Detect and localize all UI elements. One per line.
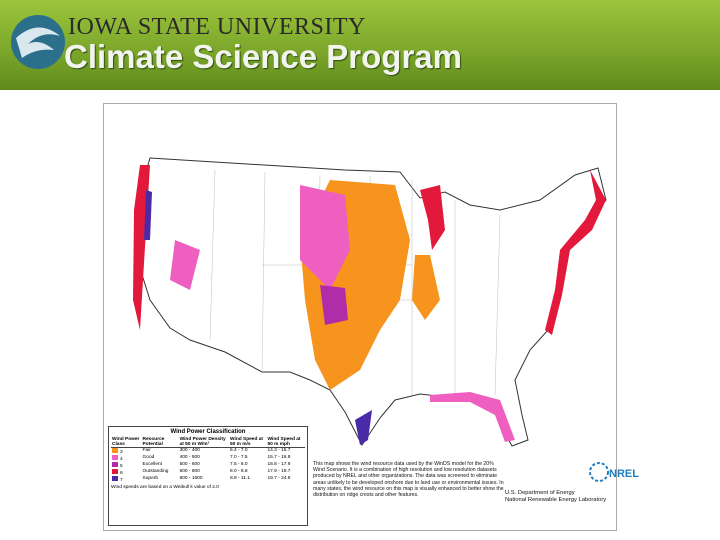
wind-area [300,185,350,290]
wind-area [545,170,606,335]
legend-cell: Fair [142,448,179,456]
legend-cell-text: 300 - 400 [179,448,200,453]
legend-footnote: Wind speeds are based on a Weibull k val… [111,485,219,490]
header-banner: IOWA STATE UNIVERSITY Climate Science Pr… [0,0,720,90]
legend-cell: Good [142,455,179,462]
wind-area [430,392,515,442]
legend-cell-text: 4 [120,457,123,462]
wind-area [320,285,348,325]
university-name: IOWA STATE UNIVERSITY [68,14,366,40]
legend-cell: 500 - 600 [179,462,229,469]
legend-cell-text: 500 - 600 [179,462,200,467]
legend-cell-text: Good [142,455,155,460]
legend-cell-text: 3 [120,450,123,455]
agency-name: U.S. Department of Energy [505,490,575,496]
legend-column-header: Resource Potential [141,437,179,448]
legend-column-header: Wind Power Density at 50 m W/m² [178,437,229,448]
legend-cell: 5 [111,462,142,469]
legend-cell: 7 [111,476,142,483]
legend-swatch [112,469,118,474]
legend-column-header: Wind Speed at 50 m m/s [229,437,267,448]
legend-cell: 4 [111,455,142,462]
legend-cell-text: 5 [120,464,123,469]
legend-row: 7 Superb 800 - 1600 8.8 - 11.1 19.7 - 24.8 [111,476,305,483]
legend-header: Wind Power Class Resource Potential Wind P… [111,437,305,448]
legend-table: Wind Power Class Resource Potential Wind P… [111,437,305,483]
legend-cell: 600 - 800 [179,469,229,476]
legend-row: 5 Excellent 500 - 600 7.5 - 8.0 16.8 - 17.9 [111,462,305,469]
legend-cell: 8.8 - 11.1 [229,476,267,483]
nrel-sun [589,462,609,482]
legend-cell: 8.0 - 8.8 [229,469,267,476]
legend-row: 3 Fair 300 - 400 6.4 - 7.0 14.3 - 15.7 [111,448,306,456]
legend-cell-text: 7.0 - 7.5 [230,455,248,460]
legend-cell-text: 8.8 - 11.1 [230,476,250,481]
legend-cell: 15.7 - 16.8 [267,455,306,462]
legend-column-header: Wind Power Class [111,437,142,448]
legend-cell: 400 - 500 [179,455,229,462]
legend: Wind Power Classification Wind Power Cla… [108,426,308,526]
legend-swatch [112,455,118,460]
legend-swatch [112,476,118,481]
legend-cell-text: Excellent [142,462,163,467]
legend-cell: 19.7 - 24.8 [267,476,306,483]
wind-area [420,185,445,250]
program-name: Climate Science Program [64,38,462,75]
legend-cell-text: 800 - 1600 [179,476,203,481]
legend-row: 4 Good 400 - 500 7.0 - 7.5 15.7 - 16.8 [111,455,305,462]
legend-cell-text: 17.9 - 19.7 [267,469,291,474]
legend-cell: Superb [142,476,179,483]
legend-cell-text: 14.3 - 15.7 [267,448,291,453]
legend-cell-text: 15.7 - 16.8 [267,455,291,460]
logo-swirl [16,27,60,58]
legend-swatch [112,462,118,467]
legend-cell: 17.9 - 19.7 [267,469,306,476]
legend-cell-text: 16.8 - 17.9 [267,462,291,467]
legend-cell: Outstanding [142,469,179,476]
legend-title: Wind Power Classification [170,429,246,435]
legend-cell-text: 8.0 - 8.8 [230,469,248,474]
legend-cell-text: 6.4 - 7.0 [230,448,248,453]
legend-cell-text: 19.7 - 24.8 [267,476,291,481]
legend-cell: 300 - 400 [179,448,229,456]
legend-cell: 16.8 - 17.9 [267,462,306,469]
legend-row: 6 Outstanding 600 - 800 8.0 - 8.8 17.9 - 19.… [111,469,305,476]
wind-area [412,255,440,320]
nrel-logo: NREL [589,462,639,482]
legend-cell: 14.3 - 15.7 [267,448,306,456]
legend-cell-text: 7 [120,478,123,483]
legend-cell-text: 6 [120,471,123,476]
legend-swatch [112,448,118,453]
map-description: This map shows the wind resource data us… [313,461,504,499]
legend-cell-text: 7.5 - 8.0 [230,462,248,467]
legend-body: 3 Fair 300 - 400 6.4 - 7.0 14.3 - 15.7 4 Good 4… [111,448,306,483]
wind-area [170,240,200,290]
legend-cell: 6 [111,469,142,476]
legend-cell: Excellent [142,462,179,469]
legend-cell: 6.4 - 7.0 [229,448,267,456]
wind-area [144,190,152,240]
credit: U.S. Department of Energy National Renew… [505,490,606,504]
lab-name: National Renewable Energy Laboratory [505,497,607,503]
legend-cell: 800 - 1600 [179,476,229,483]
legend-cell-text: Outstanding [142,469,169,474]
legend-cell: 7.0 - 7.5 [229,455,267,462]
legend-cell-text: Fair [142,448,151,453]
legend-cell-text: 600 - 800 [179,469,200,474]
legend-column-header: Wind Speed at 50 m mph [266,437,305,448]
legend-cell-text: Superb [142,476,159,481]
legend-cell: 3 [111,448,142,455]
legend-cell: 7.5 - 8.0 [229,462,267,469]
wind-area [355,410,372,445]
logo-emblem [11,15,65,69]
legend-cell-text: 400 - 500 [179,455,200,460]
nrel-text: NREL [609,468,639,480]
wind-areas [133,165,606,445]
